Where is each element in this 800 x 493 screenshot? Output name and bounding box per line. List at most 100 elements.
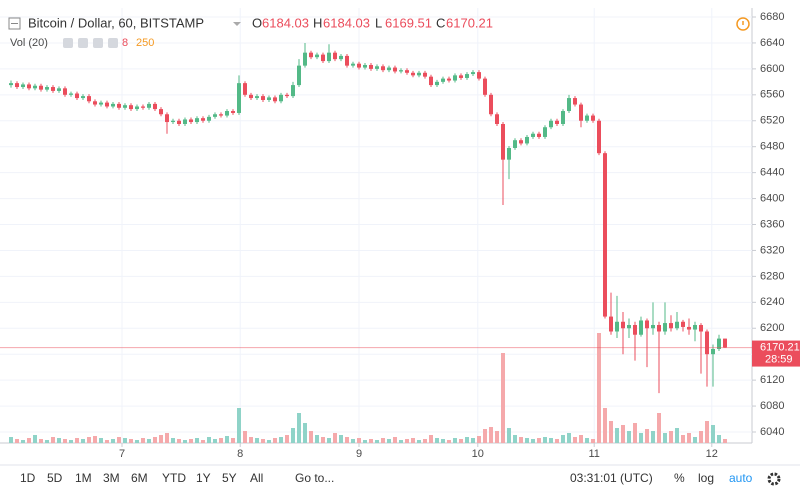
volume-bar: [297, 413, 301, 443]
candle-body: [261, 96, 265, 100]
volume-bar: [345, 437, 349, 443]
candle-body: [609, 316, 613, 332]
volume-bar: [705, 421, 709, 443]
collapse-icon[interactable]: [8, 17, 21, 30]
volume-bar: [123, 438, 127, 443]
ohlc-label: H: [313, 15, 322, 30]
candle-body: [267, 97, 271, 100]
ohlc-value: 6170.21: [446, 15, 493, 30]
candle-body: [651, 325, 655, 329]
candle-body: [591, 115, 595, 121]
volume-bar: [63, 439, 67, 443]
legend-icon[interactable]: [78, 38, 88, 48]
volume-bar: [147, 439, 151, 443]
volume-legend-icons: [63, 38, 118, 48]
candle-body: [525, 136, 529, 144]
volume-bar: [435, 438, 439, 443]
y-tick-label: 6520: [760, 115, 784, 127]
volume-bar: [303, 423, 307, 443]
x-tick-label: 11: [588, 448, 599, 460]
y-tick-label: 6120: [760, 374, 784, 386]
candle-body: [297, 65, 301, 86]
range-button[interactable]: 1Y: [196, 471, 211, 485]
volume-bar: [567, 433, 571, 443]
candle-body: [357, 63, 361, 68]
x-tick-label: 9: [356, 448, 362, 460]
volume-bar: [471, 438, 475, 443]
y-tick-label: 6440: [760, 167, 784, 179]
volume-bar: [291, 428, 295, 443]
candle-body: [225, 111, 229, 116]
x-tick-label: 12: [706, 448, 718, 460]
y-tick-label: 6640: [760, 37, 784, 49]
range-button[interactable]: 5Y: [222, 471, 237, 485]
volume-bar: [225, 436, 229, 443]
range-button[interactable]: 1D: [20, 471, 36, 485]
candle-body: [117, 103, 121, 108]
warning-icon[interactable]: [736, 17, 750, 31]
ohlc-label: O: [252, 15, 262, 30]
candle-body: [417, 72, 421, 76]
volume-bar: [255, 438, 259, 443]
volume-bar: [195, 438, 199, 443]
volume-bar: [579, 435, 583, 443]
auto-button[interactable]: auto: [729, 471, 753, 485]
candle-body: [99, 102, 103, 105]
axis-labels: 6040608061206160620062406280632063606400…: [0, 11, 800, 460]
symbol-caret[interactable]: [233, 22, 241, 26]
candle-body: [531, 133, 535, 137]
volume-bar: [99, 438, 103, 443]
volume-bar: [507, 428, 511, 443]
range-button[interactable]: 1M: [75, 471, 92, 485]
range-button[interactable]: 6M: [131, 471, 148, 485]
percent-button[interactable]: %: [674, 471, 685, 485]
settings-icon-hole: [772, 477, 776, 481]
candle-body: [411, 72, 415, 76]
candle-body: [555, 120, 559, 124]
x-tick-label: 7: [119, 448, 125, 460]
candle-body: [405, 70, 409, 73]
candle-body: [501, 123, 505, 160]
range-button[interactable]: 3M: [103, 471, 120, 485]
volume-bar: [537, 438, 541, 443]
volume-bar: [387, 439, 391, 443]
candle-body: [351, 63, 355, 66]
goto-button[interactable]: Go to...: [295, 471, 334, 485]
y-tick-label: 6280: [760, 270, 784, 282]
volume-bar: [441, 439, 445, 443]
candle-body: [453, 75, 457, 81]
volume-bar: [273, 438, 277, 443]
range-button[interactable]: 5D: [47, 471, 63, 485]
candle-body: [69, 93, 73, 95]
volume-bar: [501, 353, 505, 443]
candle-body: [33, 85, 37, 89]
volume-bar: [27, 438, 31, 443]
clock: 03:31:01 (UTC): [570, 471, 653, 485]
candle-body: [63, 88, 67, 95]
candle-body: [543, 127, 547, 137]
y-tick-label: 6080: [760, 400, 784, 412]
legend-icon[interactable]: [63, 38, 73, 48]
volume-bar: [561, 435, 565, 443]
volume-bar: [495, 431, 499, 443]
settings-icon[interactable]: [767, 472, 781, 486]
candle-body: [315, 54, 319, 58]
range-button[interactable]: All: [250, 471, 263, 485]
volume-bar: [75, 438, 79, 443]
volume-bar: [621, 425, 625, 443]
y-tick-label: 6680: [760, 11, 784, 23]
log-button[interactable]: log: [698, 471, 714, 485]
volume-bar: [369, 439, 373, 443]
candle-body: [447, 78, 451, 81]
legend-icon[interactable]: [108, 38, 118, 48]
x-tick-label: 8: [237, 448, 243, 460]
candle-body: [75, 93, 79, 99]
legend-icon[interactable]: [93, 38, 103, 48]
candle-body: [489, 94, 493, 115]
volume-bar: [423, 439, 427, 443]
range-button[interactable]: YTD: [162, 471, 186, 485]
candle-body: [597, 120, 601, 154]
candle-body: [273, 97, 277, 102]
volume-bar: [213, 439, 217, 443]
